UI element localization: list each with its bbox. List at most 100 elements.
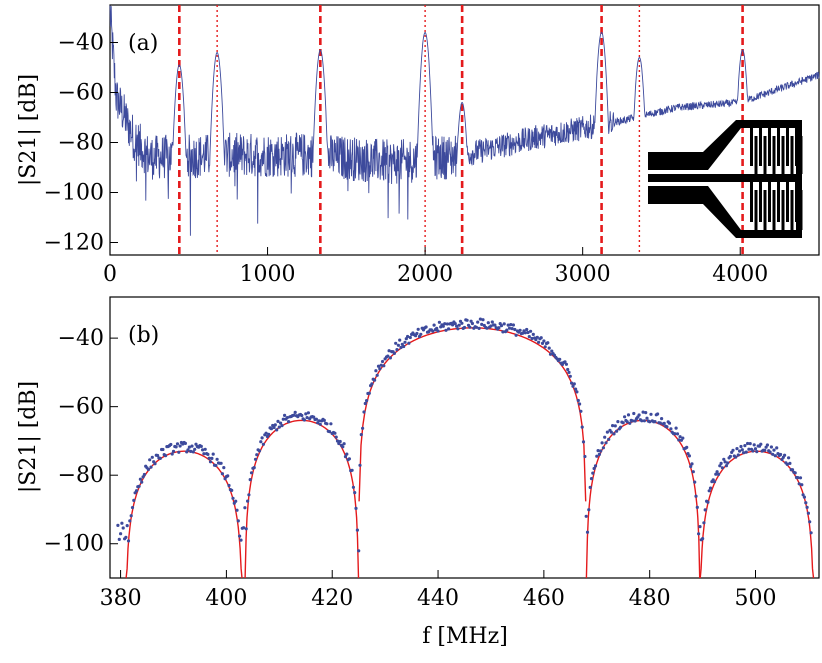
panel-b-point-507 — [787, 456, 791, 460]
panel-b-point-80 — [222, 466, 226, 470]
panel-b-point-129 — [287, 420, 291, 424]
panel-b-point-497 — [773, 454, 777, 458]
panel-a-ylabel-text: |S21| [dB] — [16, 74, 41, 186]
panel-b-point-42 — [171, 449, 176, 453]
panel-b-point-70 — [208, 460, 213, 464]
panel-b-point-494 — [769, 445, 774, 449]
panel-b-point-296 — [507, 326, 512, 330]
panel-b-point-342 — [568, 374, 572, 378]
panel-b-point-321 — [540, 341, 545, 345]
panel-b-point-119 — [273, 423, 277, 427]
panel-b-point-221 — [408, 335, 412, 340]
panel-b-point-477 — [747, 447, 751, 451]
inset-finger-bottom-down-0 — [754, 190, 758, 230]
panel-b-point-253 — [451, 323, 455, 327]
panel-b-point-217 — [403, 340, 407, 344]
panel-b-point-397 — [641, 410, 645, 414]
panel-b-point-122 — [277, 425, 281, 429]
panel-b-point-156 — [322, 418, 326, 422]
panel-b-point-501 — [779, 452, 783, 457]
panel-b-point-161 — [329, 422, 333, 426]
panel-b-point-110 — [261, 442, 265, 446]
panel-b-point-89 — [234, 499, 238, 503]
panel-b-point-382 — [621, 421, 625, 425]
panel-b-point-199 — [379, 363, 383, 367]
panel-b-ytick-label-3: −100 — [44, 532, 104, 557]
panel-b-point-16 — [137, 484, 141, 488]
panel-b-point-197 — [376, 364, 381, 368]
panel-b-point-438 — [695, 505, 699, 509]
inset-feedline-upper — [648, 120, 802, 170]
panel-b-point-351 — [580, 425, 584, 429]
panel-b-point-142 — [304, 412, 308, 416]
panel-b-point-12 — [132, 498, 136, 502]
panel-b-point-387 — [628, 421, 632, 425]
panel-b-point-180 — [354, 506, 358, 510]
panel-b-point-298 — [510, 327, 514, 331]
panel-b-point-493 — [768, 450, 772, 454]
panel-b-point-476 — [746, 441, 750, 446]
inset-finger-top-down-3 — [781, 136, 785, 174]
panel-b-point-418 — [669, 427, 673, 431]
panel-b-point-279 — [485, 326, 489, 330]
panel-b-point-194 — [373, 378, 377, 382]
panel-b-point-482 — [753, 447, 758, 451]
panel-b-point-20 — [142, 472, 146, 477]
panel-b-point-196 — [375, 373, 379, 377]
panel-b-point-74 — [214, 463, 218, 468]
panel-b-point-121 — [276, 419, 280, 423]
panel-b-point-120 — [275, 428, 279, 432]
panel-b-point-229 — [419, 332, 423, 336]
panel-b-point-181 — [355, 528, 359, 532]
panel-b-point-143 — [305, 416, 309, 420]
panel-b-point-366 — [600, 441, 604, 445]
panel-b-point-198 — [378, 367, 382, 371]
panel-b-point-457 — [720, 466, 725, 470]
panel-a-frame — [109, 4, 820, 256]
panel-b-point-160 — [328, 430, 332, 434]
panel-b-point-46 — [177, 450, 181, 454]
inset-finger-bottom-up-4 — [786, 182, 789, 222]
panel-b-point-7 — [125, 524, 129, 528]
panel-b-point-10 — [129, 514, 133, 518]
panel-b-point-26 — [150, 455, 154, 459]
panel-b-point-385 — [625, 420, 629, 424]
panel-b-point-469 — [736, 453, 740, 457]
panel-b-point-317 — [535, 335, 539, 339]
panel-b-point-58 — [193, 447, 197, 451]
panel-b-point-212 — [396, 343, 400, 347]
inset-finger-bottom-up-3 — [777, 182, 780, 222]
panel-a: 0 1000 2000 3000 4000 −40 −60 −80 −100 −120 (a) |… — [16, 4, 820, 287]
panel-b-point-415 — [665, 425, 669, 429]
panel-b-point-210 — [394, 341, 398, 345]
panel-b-point-452 — [714, 472, 718, 476]
panel-b-point-54 — [187, 445, 191, 449]
panel-a-ytick-label-4: −120 — [44, 231, 104, 256]
panel-b-point-100 — [248, 478, 252, 482]
panel-b-point-107 — [257, 449, 262, 453]
inset-finger-top-down-0 — [754, 136, 758, 174]
panel-b-point-211 — [395, 348, 399, 352]
panel-b-point-84 — [227, 483, 231, 488]
panel-b-point-171 — [342, 442, 346, 446]
panel-b-point-241 — [435, 326, 439, 330]
panel-b-point-460 — [724, 464, 729, 468]
panel-a-ytick-label-1: −60 — [58, 81, 104, 106]
panel-b-point-486 — [759, 442, 763, 446]
panel-b-point-504 — [783, 453, 787, 457]
inset-finger-top-up-1 — [759, 128, 762, 166]
panel-b-point-168 — [338, 439, 342, 444]
panel-b-point-425 — [678, 435, 682, 439]
panel-b-point-373 — [609, 430, 613, 434]
panel-b-point-358 — [589, 477, 594, 481]
panel-b-xtick-label-1: 400 — [205, 586, 247, 611]
panel-b-point-190 — [367, 391, 371, 395]
panel-b-xtick-label-3: 440 — [417, 586, 459, 611]
inset-finger-top-down-2 — [772, 136, 776, 174]
panel-b-point-187 — [363, 401, 367, 406]
panel-b-point-280 — [486, 321, 490, 325]
panel-b-point-282 — [489, 324, 493, 328]
panel-b-point-320 — [539, 336, 543, 340]
panel-b-point-200 — [380, 359, 385, 364]
